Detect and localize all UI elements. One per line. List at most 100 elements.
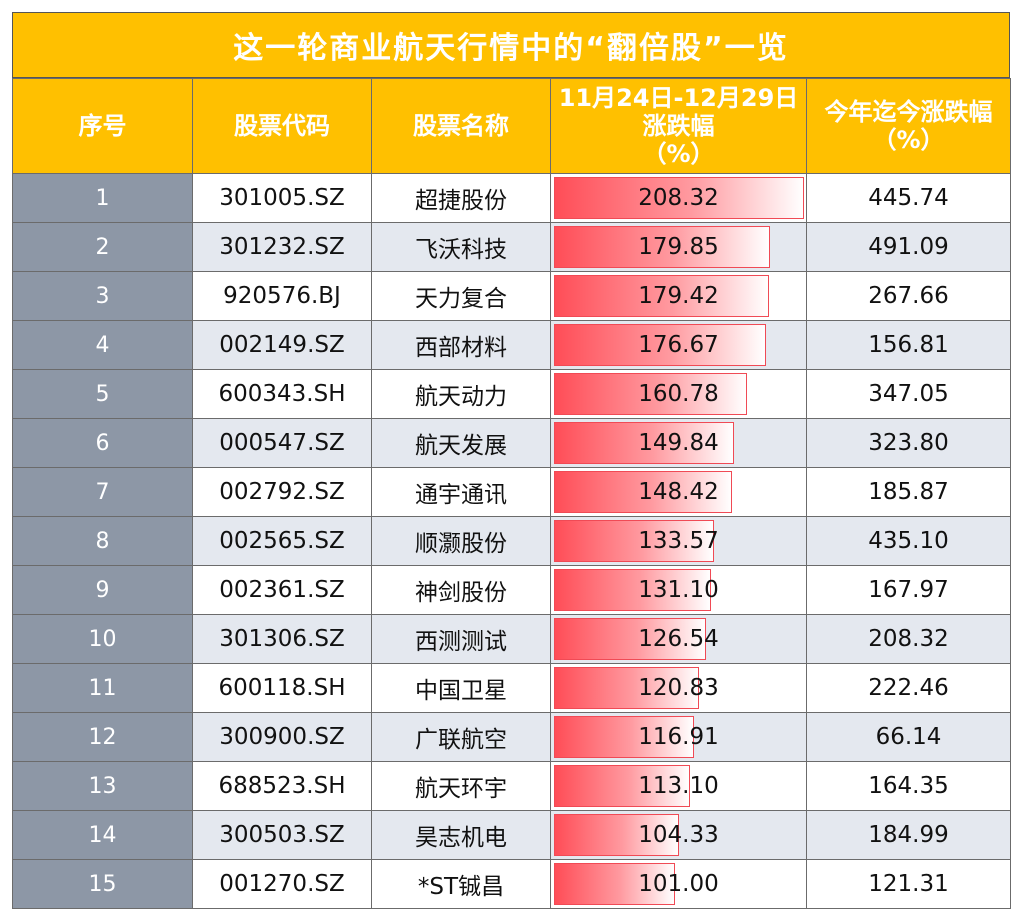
period-bar xyxy=(554,863,676,905)
row-ytd-change: 491.09 xyxy=(806,222,1011,272)
period-value: 116.91 xyxy=(638,724,719,750)
period-value: 208.32 xyxy=(638,185,719,211)
table-row: 5 600343.SH 航天动力 160.78 347.05 xyxy=(12,369,1011,419)
row-name: 飞沃科技 xyxy=(371,222,551,272)
period-bar xyxy=(554,471,733,513)
row-code: 002792.SZ xyxy=(192,467,372,517)
period-value: 149.84 xyxy=(638,430,719,456)
row-ytd-change: 323.80 xyxy=(806,418,1011,468)
row-name: 航天环宇 xyxy=(371,761,551,811)
row-code: 300503.SZ xyxy=(192,810,372,860)
row-period-change: 116.91 xyxy=(550,712,807,762)
row-name: 天力复合 xyxy=(371,271,551,321)
row-index: 8 xyxy=(12,516,193,566)
table-row: 11 600118.SH 中国卫星 120.83 222.46 xyxy=(12,663,1011,713)
period-value: 133.57 xyxy=(638,528,719,554)
period-value: 179.85 xyxy=(638,234,719,260)
period-bar xyxy=(554,373,747,415)
row-index: 3 xyxy=(12,271,193,321)
period-bar xyxy=(554,716,695,758)
row-code: 688523.SH xyxy=(192,761,372,811)
row-code: 001270.SZ xyxy=(192,859,372,909)
row-index: 15 xyxy=(12,859,193,909)
row-name: 超捷股份 xyxy=(371,173,551,223)
period-value: 104.33 xyxy=(638,822,719,848)
period-value: 176.67 xyxy=(638,332,719,358)
period-bar xyxy=(554,814,680,856)
row-period-change: 149.84 xyxy=(550,418,807,468)
row-name: 广联航空 xyxy=(371,712,551,762)
period-bar xyxy=(554,226,770,268)
period-value: 101.00 xyxy=(638,871,719,897)
row-period-change: 101.00 xyxy=(550,859,807,909)
row-index: 14 xyxy=(12,810,193,860)
table-container: 这一轮商业航天行情中的“翻倍股”一览 序号 股票代码 股票名称 11月24日-1… xyxy=(12,12,1011,909)
row-code: 301232.SZ xyxy=(192,222,372,272)
row-period-change: 208.32 xyxy=(550,173,807,223)
row-code: 000547.SZ xyxy=(192,418,372,468)
header-row: 序号 股票代码 股票名称 11月24日-12月29日 涨跌幅 （%） 今年迄今涨… xyxy=(12,78,1011,174)
data-table: 序号 股票代码 股票名称 11月24日-12月29日 涨跌幅 （%） 今年迄今涨… xyxy=(12,78,1011,909)
table-row: 9 002361.SZ 神剑股份 131.10 167.97 xyxy=(12,565,1011,615)
header-ytd: 今年迄今涨跌幅 （%） xyxy=(806,78,1011,174)
row-index: 11 xyxy=(12,663,193,713)
period-value: 113.10 xyxy=(638,773,719,799)
row-ytd-change: 208.32 xyxy=(806,614,1011,664)
header-idx: 序号 xyxy=(12,78,193,174)
row-code: 301306.SZ xyxy=(192,614,372,664)
row-code: 301005.SZ xyxy=(192,173,372,223)
period-value: 120.83 xyxy=(638,675,719,701)
period-bar xyxy=(554,324,767,366)
row-period-change: 179.85 xyxy=(550,222,807,272)
period-value: 126.54 xyxy=(638,626,719,652)
row-code: 002149.SZ xyxy=(192,320,372,370)
row-code: 920576.BJ xyxy=(192,271,372,321)
row-index: 4 xyxy=(12,320,193,370)
row-ytd-change: 347.05 xyxy=(806,369,1011,419)
period-bar xyxy=(554,520,715,562)
table-row: 1 301005.SZ 超捷股份 208.32 445.74 xyxy=(12,173,1011,223)
row-period-change: 148.42 xyxy=(550,467,807,517)
row-index: 6 xyxy=(12,418,193,468)
row-period-change: 160.78 xyxy=(550,369,807,419)
table-row: 3 920576.BJ 天力复合 179.42 267.66 xyxy=(12,271,1011,321)
row-period-change: 126.54 xyxy=(550,614,807,664)
row-ytd-change: 121.31 xyxy=(806,859,1011,909)
row-name: 航天动力 xyxy=(371,369,551,419)
row-ytd-change: 164.35 xyxy=(806,761,1011,811)
header-name: 股票名称 xyxy=(371,78,551,174)
row-name: *ST铖昌 xyxy=(371,859,551,909)
table-title: 这一轮商业航天行情中的“翻倍股”一览 xyxy=(12,12,1010,78)
row-index: 13 xyxy=(12,761,193,811)
row-name: 西部材料 xyxy=(371,320,551,370)
row-name: 航天发展 xyxy=(371,418,551,468)
row-period-change: 179.42 xyxy=(550,271,807,321)
period-bar xyxy=(554,765,690,807)
header-period-line1: 11月24日-12月29日 xyxy=(558,84,799,112)
row-ytd-change: 435.10 xyxy=(806,516,1011,566)
row-index: 5 xyxy=(12,369,193,419)
period-value: 160.78 xyxy=(638,381,719,407)
row-ytd-change: 66.14 xyxy=(806,712,1011,762)
header-period: 11月24日-12月29日 涨跌幅 （%） xyxy=(550,78,807,174)
row-period-change: 133.57 xyxy=(550,516,807,566)
row-code: 600118.SH xyxy=(192,663,372,713)
row-period-change: 176.67 xyxy=(550,320,807,370)
row-index: 12 xyxy=(12,712,193,762)
row-period-change: 113.10 xyxy=(550,761,807,811)
period-bar xyxy=(554,177,804,219)
row-period-change: 131.10 xyxy=(550,565,807,615)
header-period-line3: （%） xyxy=(642,140,715,168)
period-value: 148.42 xyxy=(638,479,719,505)
row-name: 西测测试 xyxy=(371,614,551,664)
row-code: 002361.SZ xyxy=(192,565,372,615)
row-code: 600343.SH xyxy=(192,369,372,419)
row-code: 300900.SZ xyxy=(192,712,372,762)
row-index: 2 xyxy=(12,222,193,272)
row-ytd-change: 445.74 xyxy=(806,173,1011,223)
table-row: 2 301232.SZ 飞沃科技 179.85 491.09 xyxy=(12,222,1011,272)
row-name: 顺灏股份 xyxy=(371,516,551,566)
row-ytd-change: 184.99 xyxy=(806,810,1011,860)
header-period-line2: 涨跌幅 xyxy=(642,112,715,140)
row-index: 7 xyxy=(12,467,193,517)
